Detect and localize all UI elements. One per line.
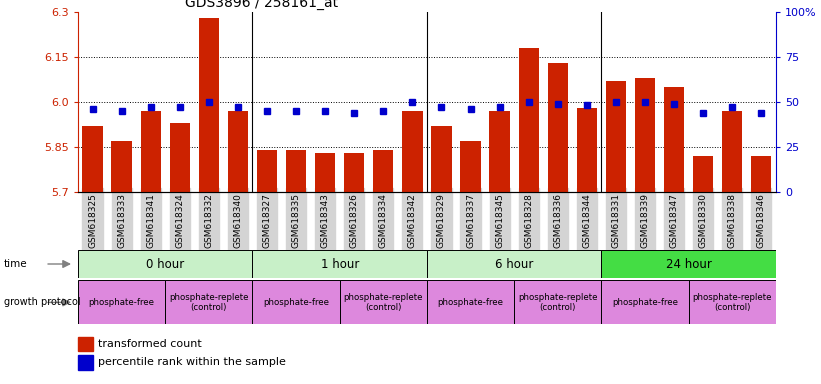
Bar [461,141,481,192]
Bar [78,355,93,370]
FancyBboxPatch shape [253,280,340,324]
Bar [170,123,190,192]
Bar [489,111,510,192]
Text: 24 hour: 24 hour [666,258,712,270]
Text: phosphate-free: phosphate-free [263,298,329,307]
Bar [82,126,103,192]
FancyBboxPatch shape [427,250,601,278]
FancyBboxPatch shape [165,280,253,324]
Text: phosphate-free: phosphate-free [438,298,503,307]
Text: time: time [4,259,28,269]
FancyBboxPatch shape [253,250,427,278]
Text: 6 hour: 6 hour [495,258,534,270]
Bar [373,150,393,192]
FancyBboxPatch shape [689,280,776,324]
Text: phosphate-replete
(control): phosphate-replete (control) [518,293,598,312]
Bar [140,111,161,192]
Text: growth protocol: growth protocol [4,297,80,308]
Bar [576,108,597,192]
Bar [199,18,219,192]
Bar [112,141,132,192]
FancyBboxPatch shape [78,280,165,324]
Text: 1 hour: 1 hour [320,258,359,270]
Bar [402,111,423,192]
Bar [722,111,742,192]
Bar [257,150,277,192]
Text: GDS3896 / 258161_at: GDS3896 / 258161_at [185,0,338,10]
Text: transformed count: transformed count [99,339,202,349]
Bar [431,126,452,192]
Bar [286,150,306,192]
Bar [693,156,713,192]
Bar [548,63,568,192]
FancyBboxPatch shape [78,250,253,278]
Text: phosphate-replete
(control): phosphate-replete (control) [169,293,249,312]
Bar [664,87,684,192]
Bar [606,81,626,192]
Bar [227,111,248,192]
FancyBboxPatch shape [601,280,689,324]
Bar [635,78,655,192]
Bar [751,156,772,192]
Text: phosphate-replete
(control): phosphate-replete (control) [343,293,423,312]
Bar [315,153,335,192]
Text: 0 hour: 0 hour [146,258,185,270]
Bar [519,48,539,192]
FancyBboxPatch shape [340,280,427,324]
FancyBboxPatch shape [514,280,601,324]
Bar [344,153,365,192]
FancyBboxPatch shape [601,250,776,278]
Bar [78,337,93,351]
Text: phosphate-free: phosphate-free [89,298,154,307]
Text: phosphate-free: phosphate-free [612,298,678,307]
Text: phosphate-replete
(control): phosphate-replete (control) [692,293,772,312]
FancyBboxPatch shape [427,280,514,324]
Text: percentile rank within the sample: percentile rank within the sample [99,358,287,367]
